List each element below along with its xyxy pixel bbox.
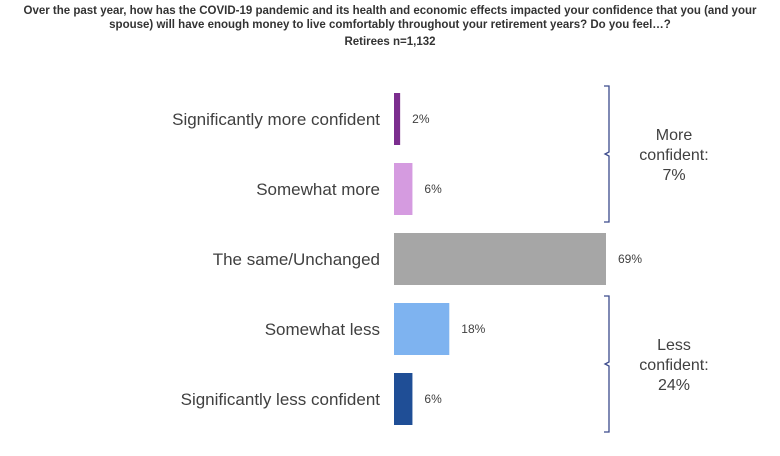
bar (394, 93, 401, 145)
data-label: 6% (424, 392, 442, 406)
group-label: Less (657, 337, 691, 354)
category-label: Somewhat less (265, 320, 380, 339)
group-label: confident: (639, 147, 708, 164)
group-bracket (603, 85, 610, 223)
bar (394, 303, 450, 355)
chart-title: Over the past year, how has the COVID-19… (23, 5, 757, 31)
bar (394, 163, 413, 215)
category-label: The same/Unchanged (213, 250, 380, 269)
group-label: More (656, 127, 693, 144)
bar (394, 373, 413, 425)
chart-header: Over the past year, how has the COVID-19… (0, 4, 780, 49)
data-label: 6% (424, 182, 442, 196)
data-label: 2% (412, 112, 430, 126)
data-label: 69% (618, 252, 642, 266)
category-label: Somewhat more (256, 180, 380, 199)
category-label: Significantly less confident (181, 390, 381, 409)
chart-subtitle: Retirees n=1,132 (344, 36, 436, 48)
group-label: 24% (658, 377, 690, 394)
group-label: 7% (662, 167, 685, 184)
group-label: confident: (639, 357, 708, 374)
bar (394, 233, 606, 285)
category-label: Significantly more confident (172, 110, 380, 129)
data-label: 18% (461, 322, 485, 336)
group-bracket (603, 295, 610, 433)
